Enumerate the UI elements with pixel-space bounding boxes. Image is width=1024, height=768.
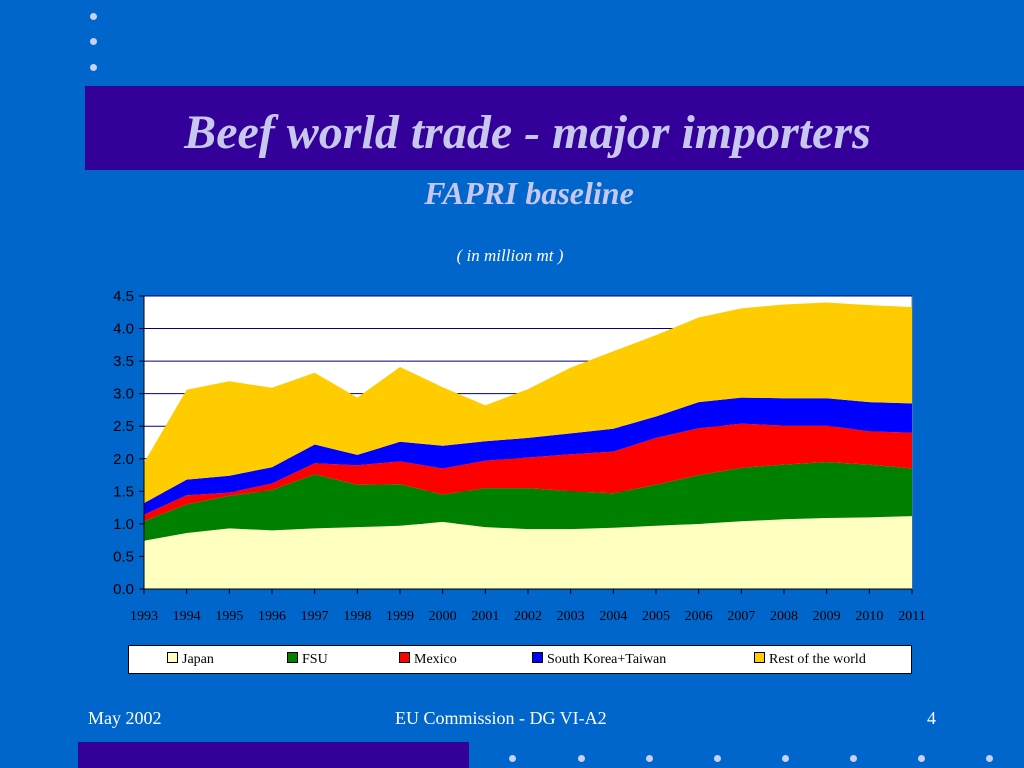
y-tick-label: 0.0 <box>113 581 134 598</box>
x-tick-label: 2008 <box>770 609 798 624</box>
decor-dot <box>782 755 789 762</box>
y-tick-label: 1.0 <box>113 516 134 533</box>
decor-dot <box>646 755 653 762</box>
x-tick-label: 2005 <box>642 609 670 624</box>
x-tick-label: 1997 <box>301 609 329 624</box>
x-tick-label: 1994 <box>173 609 201 624</box>
x-tick-label: 2002 <box>514 609 542 624</box>
area-mexico <box>144 423 912 522</box>
x-tick-label: 2000 <box>429 609 457 624</box>
legend-item-japan: Japan <box>167 652 214 668</box>
slide-subtitle: FAPRI baseline <box>424 175 634 211</box>
area-rest-of-the-world <box>144 302 912 504</box>
x-tick-label: 2011 <box>898 609 925 624</box>
y-tick-label: 0.5 <box>113 548 134 565</box>
y-tick-label: 2.5 <box>113 418 134 435</box>
area-japan <box>144 516 912 589</box>
legend-label: FSU <box>302 652 328 667</box>
x-tick-label: 1999 <box>386 609 414 624</box>
x-tick-label: 2010 <box>855 609 883 624</box>
unit-note: ( in million mt ) <box>456 246 564 265</box>
legend-label: South Korea+Taiwan <box>547 652 667 667</box>
legend-label: Rest of the world <box>769 652 866 667</box>
y-tick-label: 3.0 <box>113 386 134 403</box>
legend-swatch <box>399 652 410 663</box>
x-tick-label: 2001 <box>471 609 499 624</box>
axes: 0.0 0.5 1.0 1.5 2.0 2.5 3.0 3.5 4.0 4.5 1993 1994 19… <box>113 288 926 624</box>
chart-legend: Japan FSU Mexico South Korea+Taiwan Rest… <box>128 645 912 674</box>
decor-dot <box>714 755 721 762</box>
x-tick-label: 1998 <box>343 609 371 624</box>
decor-dot <box>850 755 857 762</box>
area-south-korea-taiwan <box>144 397 912 515</box>
footer-date: May 2002 <box>88 708 162 728</box>
legend-label: Mexico <box>414 652 457 667</box>
x-tick-label: 2007 <box>727 609 755 624</box>
x-tick-label: 1995 <box>215 609 243 624</box>
area-fsu <box>144 462 912 541</box>
x-tick-label: 2009 <box>813 609 841 624</box>
area-series <box>144 302 912 589</box>
x-tick-label: 2004 <box>599 609 627 624</box>
legend-item-rest-of-world: Rest of the world <box>754 652 866 668</box>
legend-swatch <box>287 652 298 663</box>
legend-swatch <box>532 652 543 663</box>
decor-dot <box>918 755 925 762</box>
legend-item-fsu: FSU <box>287 652 328 668</box>
slide-title: Beef world trade - major importers <box>184 106 871 159</box>
y-tick-label: 4.0 <box>113 321 134 338</box>
legend-item-mexico: Mexico <box>399 652 457 668</box>
y-tick-label: 2.0 <box>113 451 134 468</box>
decor-dot <box>90 38 97 45</box>
bottom-band <box>78 742 469 768</box>
decor-dot <box>90 64 97 71</box>
x-tick-label: 2006 <box>685 609 713 624</box>
y-tick-label: 1.5 <box>113 483 134 500</box>
decor-dot <box>509 755 516 762</box>
y-tick-label: 3.5 <box>113 353 134 370</box>
legend-label: Japan <box>182 652 214 667</box>
x-tick-label: 2003 <box>557 609 585 624</box>
decor-dot <box>986 755 993 762</box>
decor-dot <box>90 13 97 20</box>
x-tick-label: 1996 <box>258 609 286 624</box>
legend-swatch <box>754 652 765 663</box>
x-tick-label: 1993 <box>130 609 158 624</box>
legend-swatch <box>167 652 178 663</box>
footer-source: EU Commission - DG VI-A2 <box>395 708 607 728</box>
title-band <box>85 86 1024 170</box>
y-tick-label: 4.5 <box>113 288 134 305</box>
footer-page-number: 4 <box>927 708 936 728</box>
decor-dot <box>578 755 585 762</box>
legend-item-south-korea-taiwan: South Korea+Taiwan <box>532 652 666 668</box>
